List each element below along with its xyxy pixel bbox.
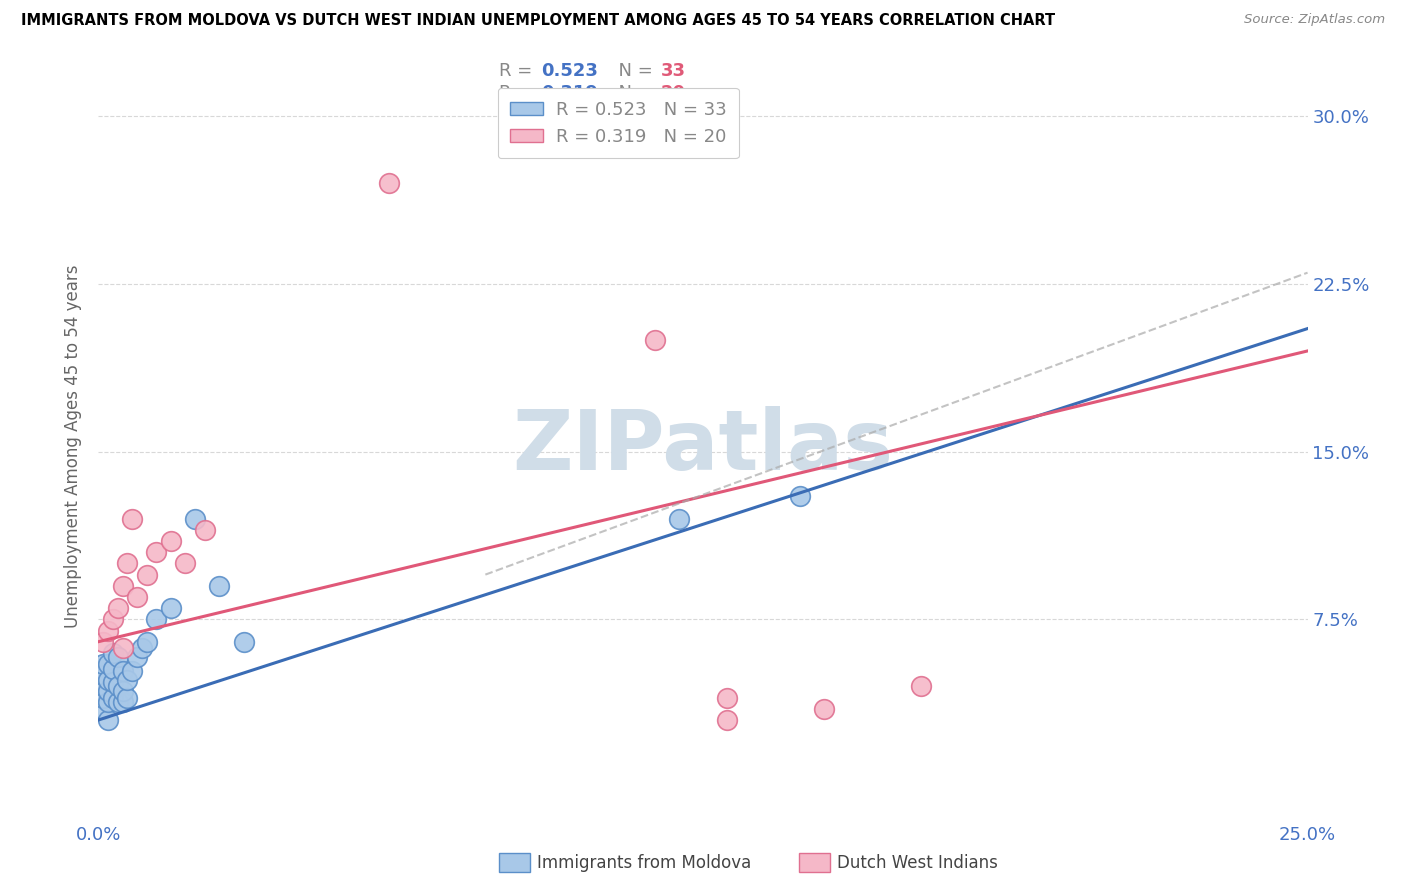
Point: [101, 646, 124, 660]
Point: [644, 333, 666, 347]
Point: [131, 641, 153, 656]
Point: [107, 680, 129, 694]
Text: ZIPatlas: ZIPatlas: [513, 406, 893, 486]
Point: [117, 673, 139, 687]
Point: [208, 579, 231, 593]
Text: N =: N =: [607, 84, 659, 102]
Text: 0.319: 0.319: [541, 84, 598, 102]
Text: 20: 20: [661, 84, 686, 102]
Point: [101, 675, 124, 690]
Point: [135, 634, 157, 648]
Point: [910, 680, 932, 694]
Point: [716, 690, 738, 705]
Point: [111, 664, 134, 678]
Point: [117, 690, 139, 705]
Point: [789, 489, 811, 503]
Point: [107, 695, 129, 709]
Text: IMMIGRANTS FROM MOLDOVA VS DUTCH WEST INDIAN UNEMPLOYMENT AMONG AGES 45 TO 54 YE: IMMIGRANTS FROM MOLDOVA VS DUTCH WEST IN…: [21, 13, 1056, 29]
Point: [127, 650, 149, 665]
Text: N =: N =: [607, 62, 659, 79]
Point: [111, 579, 134, 593]
Point: [160, 534, 183, 549]
Point: [813, 702, 835, 716]
Text: R =: R =: [499, 84, 538, 102]
Point: [97, 713, 120, 727]
Y-axis label: Unemployment Among Ages 45 to 54 years: Unemployment Among Ages 45 to 54 years: [65, 264, 83, 628]
Point: [117, 557, 139, 571]
Point: [184, 511, 207, 525]
Point: [111, 695, 134, 709]
Legend: R = 0.523   N = 33, R = 0.319   N = 20: R = 0.523 N = 33, R = 0.319 N = 20: [498, 88, 740, 158]
Point: [232, 634, 254, 648]
Point: [121, 511, 143, 525]
Text: Immigrants from Moldova: Immigrants from Moldova: [537, 855, 751, 872]
Point: [91, 668, 114, 682]
Point: [91, 690, 114, 705]
Point: [91, 680, 114, 694]
Point: [716, 713, 738, 727]
Text: R =: R =: [499, 62, 538, 79]
Point: [97, 695, 120, 709]
Point: [91, 702, 114, 716]
Point: [194, 523, 217, 537]
Point: [97, 684, 120, 698]
Point: [111, 684, 134, 698]
Point: [111, 641, 134, 656]
Point: [135, 567, 157, 582]
Point: [101, 690, 124, 705]
Point: [97, 673, 120, 687]
Point: [160, 601, 183, 615]
Point: [145, 545, 167, 559]
Text: 33: 33: [661, 62, 686, 79]
Text: 0.523: 0.523: [541, 62, 598, 79]
Point: [174, 557, 197, 571]
Point: [121, 664, 143, 678]
Point: [107, 601, 129, 615]
Point: [145, 612, 167, 626]
Text: Source: ZipAtlas.com: Source: ZipAtlas.com: [1244, 13, 1385, 27]
Point: [91, 657, 114, 671]
Point: [107, 650, 129, 665]
Text: Dutch West Indians: Dutch West Indians: [837, 855, 997, 872]
Point: [668, 511, 690, 525]
Point: [97, 624, 120, 638]
Point: [377, 176, 399, 190]
Point: [91, 634, 114, 648]
Point: [101, 661, 124, 675]
Point: [97, 657, 120, 671]
Point: [127, 590, 149, 604]
Point: [101, 612, 124, 626]
